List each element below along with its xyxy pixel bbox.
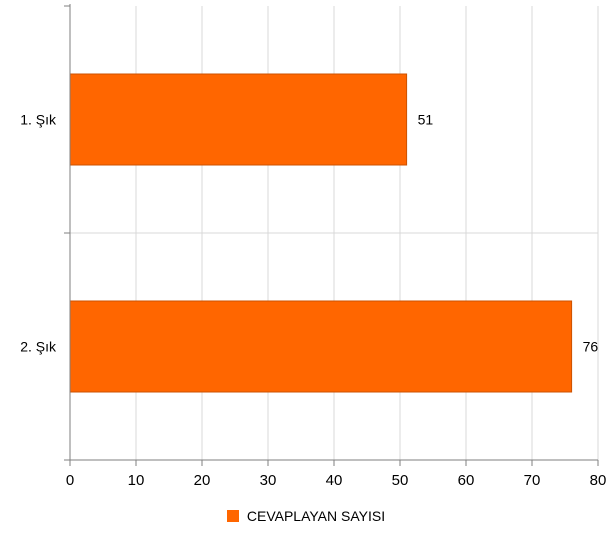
data-label: 76 — [583, 339, 599, 355]
bar — [69, 73, 408, 166]
legend: CEVAPLAYAN SAYISI — [0, 508, 612, 524]
x-tick-label: 40 — [326, 472, 343, 489]
labels: 51 1. Şık 76 2. Şık 0 10 20 30 40 50 60 70 80 — [20, 112, 606, 490]
x-tick-label: 10 — [128, 472, 145, 489]
data-label: 51 — [418, 112, 434, 128]
x-tick-label: 30 — [260, 472, 277, 489]
x-tick-label: 0 — [66, 472, 74, 489]
x-tick-label: 50 — [392, 472, 409, 489]
x-tick-label: 60 — [458, 472, 475, 489]
axes — [64, 4, 599, 466]
x-tick-label: 70 — [524, 472, 541, 489]
legend-swatch — [226, 510, 239, 522]
category-label: 1. Şık — [20, 112, 57, 128]
category-label: 2. Şık — [20, 339, 57, 355]
bars — [69, 73, 573, 393]
bar — [69, 300, 573, 393]
x-tick-label: 20 — [194, 472, 211, 489]
x-tick-label: 80 — [590, 472, 607, 489]
legend-label: CEVAPLAYAN SAYISI — [246, 508, 386, 524]
